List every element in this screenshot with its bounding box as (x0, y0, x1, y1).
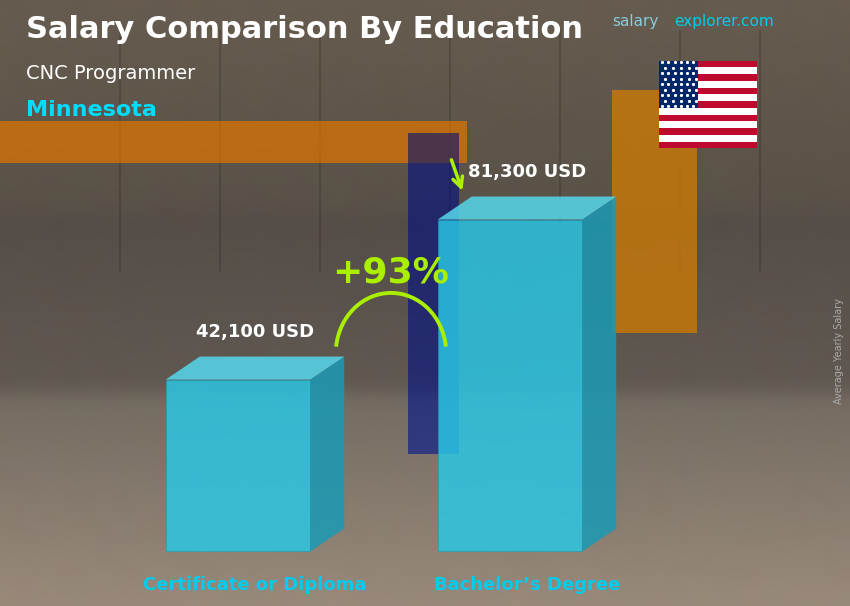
Text: Minnesota: Minnesota (26, 100, 156, 120)
Bar (659, 67, 756, 74)
Polygon shape (166, 379, 310, 551)
Bar (659, 135, 756, 142)
Bar (659, 142, 756, 148)
Bar (659, 88, 756, 95)
Polygon shape (166, 356, 344, 379)
Bar (659, 61, 756, 67)
Text: salary: salary (612, 14, 659, 29)
Text: 42,100 USD: 42,100 USD (196, 324, 314, 341)
Text: Average Yearly Salary: Average Yearly Salary (834, 299, 844, 404)
Bar (659, 61, 698, 108)
Text: Certificate or Diploma: Certificate or Diploma (144, 576, 366, 594)
Bar (659, 74, 756, 81)
Bar (659, 121, 756, 128)
Polygon shape (438, 219, 582, 551)
Bar (659, 95, 756, 101)
Text: explorer.com: explorer.com (674, 14, 774, 29)
Bar (659, 108, 756, 115)
Bar (659, 101, 756, 108)
Text: +93%: +93% (332, 256, 450, 290)
Polygon shape (310, 356, 344, 551)
Text: CNC Programmer: CNC Programmer (26, 64, 195, 82)
Text: Bachelor’s Degree: Bachelor’s Degree (434, 576, 620, 594)
Polygon shape (438, 196, 616, 219)
Text: 81,300 USD: 81,300 USD (468, 164, 586, 181)
Bar (659, 81, 756, 88)
Text: Salary Comparison By Education: Salary Comparison By Education (26, 15, 582, 44)
Polygon shape (582, 196, 616, 551)
Bar (659, 115, 756, 121)
Bar (659, 128, 756, 135)
